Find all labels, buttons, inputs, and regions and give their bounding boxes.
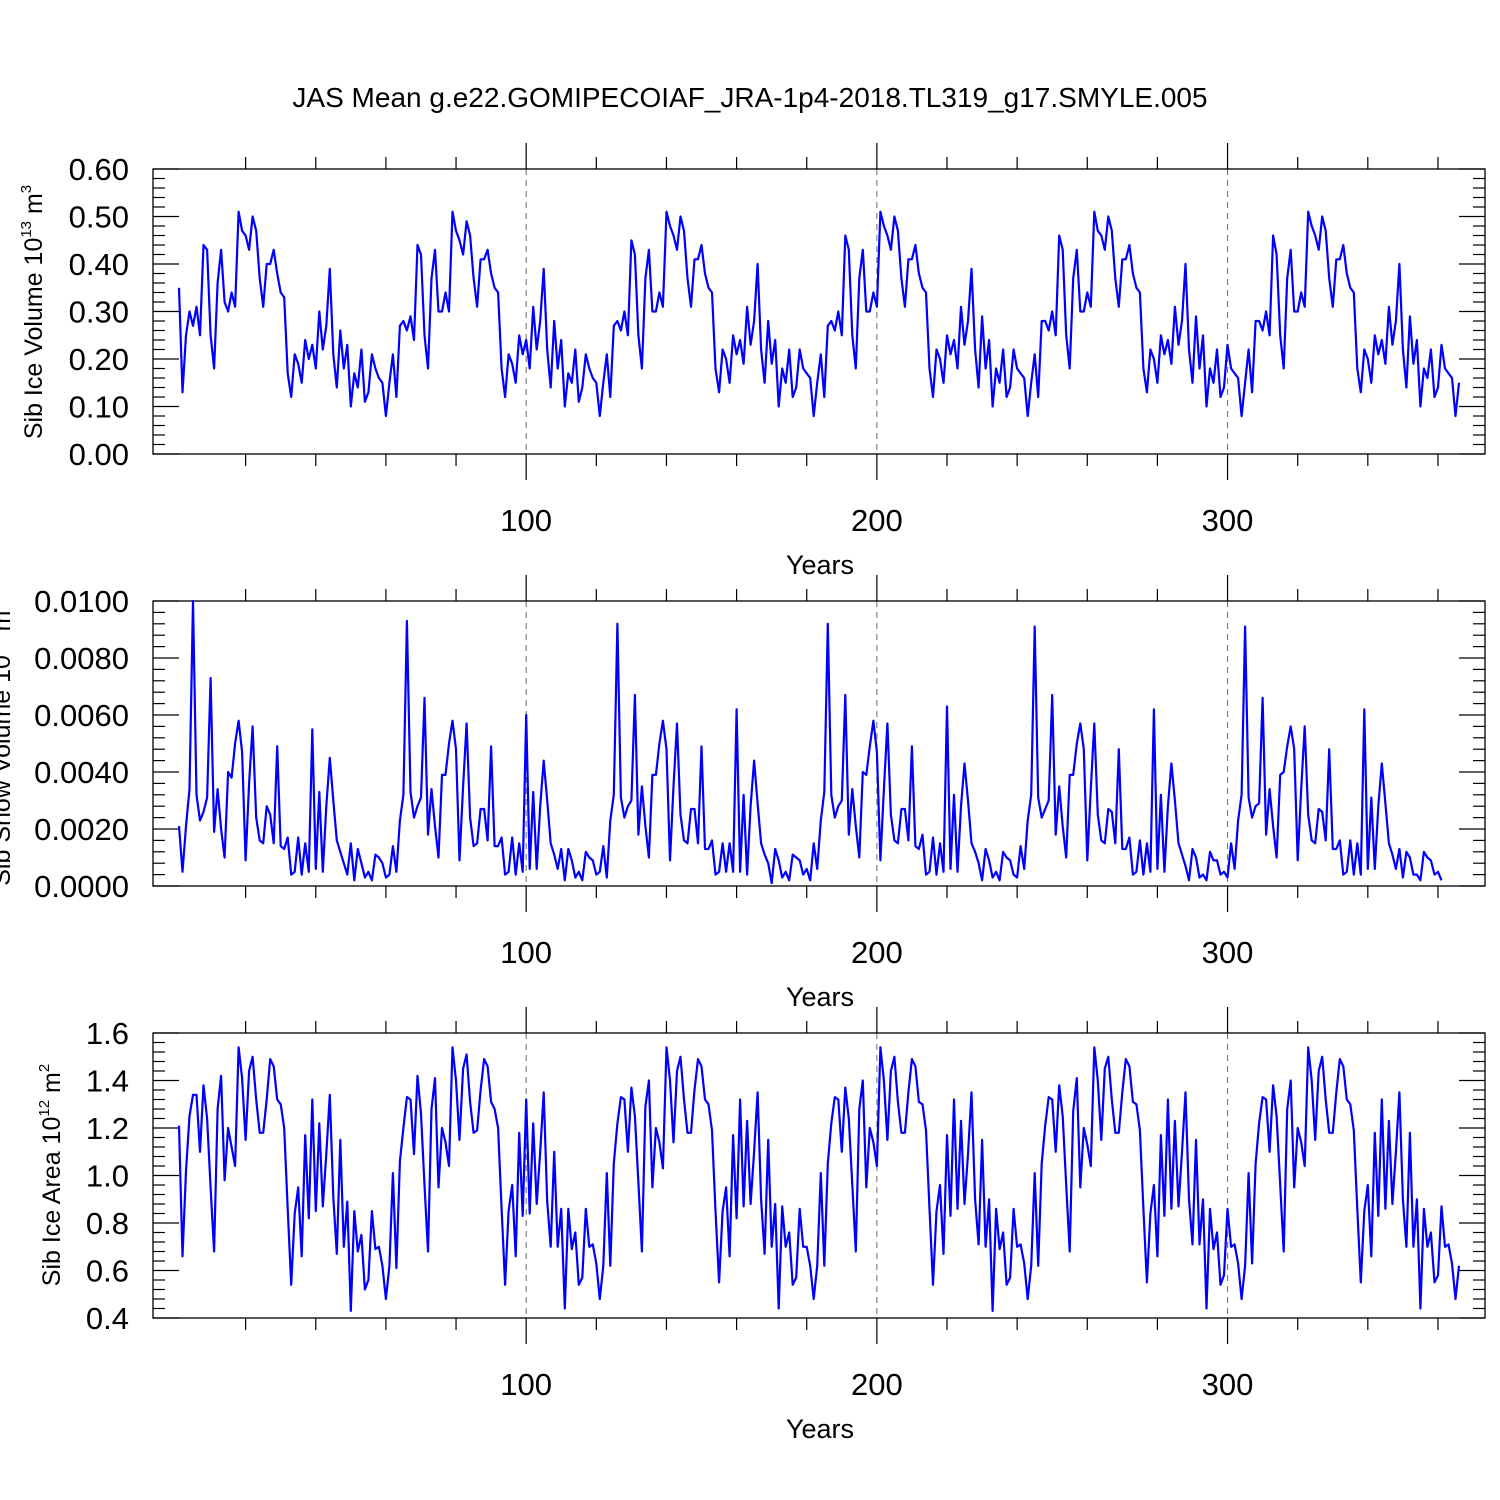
sib-snow-volume-plot-frame <box>152 600 1486 887</box>
sib-ice-volume-panel: 100 200 300 Years 0.00 0.10 0.20 0.30 0.40 0.50 0.… <box>18 143 1486 580</box>
sib-ice-volume-y-axis-label: Sib Ice Volume 1013 m3 <box>18 185 48 439</box>
sib-ice-volume-y-tick-label: 0.50 <box>69 200 129 235</box>
sib-ice-area-series-line <box>177 1046 1461 1313</box>
sib-ice-area-y-tick-label: 0.8 <box>86 1206 129 1241</box>
sib-ice-volume-y-tick-label: 0.60 <box>69 152 129 187</box>
sib-snow-volume-y-tick-label: 0.0060 <box>34 698 129 733</box>
sib-ice-area-x-axis-label: Years <box>786 1414 854 1444</box>
sib-ice-volume-y-tick-label: 0.10 <box>69 390 129 425</box>
sib-ice-volume-x-axis-label: Years <box>786 550 854 580</box>
sib-snow-volume-y-tick-label: 0.0020 <box>34 812 129 847</box>
sib-ice-area-x-tick-label: 200 <box>851 1367 903 1402</box>
sib-ice-area-y-tick-label: 0.6 <box>86 1254 129 1289</box>
sib-ice-volume-x-tick-label: 300 <box>1202 503 1254 538</box>
sib-snow-volume-x-tick-label: 200 <box>851 935 903 970</box>
sib-snow-volume-x-tick-label: 100 <box>500 935 552 970</box>
sib-snow-volume-series-line <box>177 599 1443 885</box>
sib-snow-volume-y-tick-label: 0.0080 <box>34 641 129 676</box>
sib-ice-area-panel: 100 200 300 Years 0.4 0.6 0.8 1.0 1.2 1.4 1.6 Sib I… <box>36 1007 1486 1444</box>
sib-snow-volume-y-tick-label: 0.0000 <box>34 869 129 904</box>
sib-ice-volume-y-tick-label: 0.00 <box>69 437 129 472</box>
sib-ice-volume-series-line <box>177 210 1461 418</box>
figure-title: JAS Mean g.e22.GOMIPECOIAF_JRA-1p4-2018.… <box>292 82 1207 113</box>
sib-ice-volume-y-tick-label: 0.40 <box>69 247 129 282</box>
sib-ice-area-y-axis-label: Sib Ice Area 1012 m2 <box>36 1064 66 1286</box>
sib-ice-area-y-tick-label: 1.0 <box>86 1159 129 1194</box>
sib-snow-volume-y-tick-label: 0.0040 <box>34 755 129 790</box>
sib-ice-volume-y-tick-label: 0.30 <box>69 295 129 330</box>
sib-ice-area-y-tick-label: 0.4 <box>86 1301 129 1336</box>
sib-ice-volume-x-tick-label: 100 <box>500 503 552 538</box>
sib-ice-area-x-tick-label: 300 <box>1202 1367 1254 1402</box>
sib-snow-volume-panel: 100 200 300 Years 0.0000 0.0020 0.0040 0.0060 0.… <box>0 575 1486 1012</box>
sib-ice-volume-y-tick-label: 0.20 <box>69 342 129 377</box>
sib-snow-volume-x-axis-label: Years <box>786 982 854 1012</box>
sib-snow-volume-x-tick-label: 300 <box>1202 935 1254 970</box>
sib-ice-area-y-tick-label: 1.6 <box>86 1016 129 1051</box>
sib-ice-area-y-tick-label: 1.2 <box>86 1111 129 1146</box>
sib-ice-area-y-tick-label: 1.4 <box>86 1064 129 1099</box>
sib-ice-area-x-tick-label: 100 <box>500 1367 552 1402</box>
sib-ice-volume-x-tick-label: 200 <box>851 503 903 538</box>
sib-snow-volume-y-tick-label: 0.0100 <box>34 584 129 619</box>
sib-snow-volume-y-axis-label: Sib Snow Volume 1013 m3 <box>0 602 16 886</box>
